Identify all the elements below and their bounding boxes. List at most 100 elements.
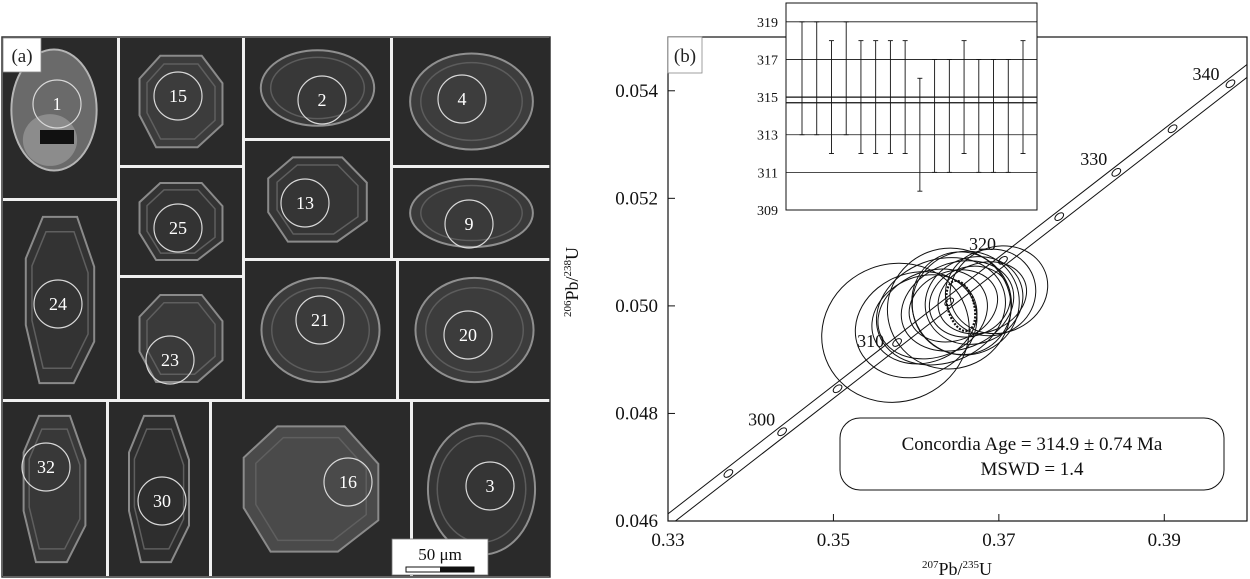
concordia-age-label-300: 300: [748, 410, 775, 430]
concordia-age-marker: [1054, 212, 1065, 222]
concordia-age-marker: [1167, 124, 1178, 134]
cl-image-grain-23: 23: [120, 278, 242, 399]
analysis-spot-circle: [145, 335, 195, 385]
analysis-ellipse: [924, 256, 1024, 345]
y-tick-label: 0.050: [615, 296, 658, 317]
concordia-age-ellipse: [945, 279, 977, 333]
inset-y-tick-label: 309: [757, 204, 778, 219]
concordia-age-marker: [832, 384, 843, 394]
analysis-ellipse: [821, 262, 970, 403]
mswd-text: MSWD = 1.4: [980, 459, 1084, 480]
concordia-age-text: Concordia Age = 314.9 ± 0.74 Ma: [902, 434, 1163, 455]
inset-frame: [785, 2, 1038, 211]
grain-number-label: 13: [296, 193, 314, 213]
analysis-ellipse: [949, 245, 1049, 335]
analysis-spot-circle: [153, 71, 203, 121]
analysis-ellipse: [937, 261, 1028, 335]
cl-image-grain-4: 4: [393, 38, 550, 165]
inset-y-tick-label: 317: [757, 53, 778, 68]
grain-number-label: 32: [37, 457, 55, 477]
analysis-spot-circle: [137, 476, 187, 526]
grain-number-label: 25: [169, 218, 187, 238]
concordia-age-marker: [998, 255, 1008, 265]
analysis-ellipse: [871, 274, 978, 365]
analysis-spot-circle: [297, 75, 347, 125]
cl-image-grain-32: 32: [3, 402, 106, 576]
analysis-ellipse: [875, 257, 1006, 366]
grain-number-label: 30: [153, 491, 171, 511]
inset-y-tick-label: 313: [757, 129, 778, 144]
inset-age-error-bars: 309 311 313 315 317 319: [757, 2, 1038, 219]
cl-image-grain-25: 25: [120, 168, 242, 275]
grain-number-label: 16: [339, 472, 357, 492]
age-annotation-box: [839, 417, 1225, 491]
grain-number-label: 15: [169, 86, 187, 106]
concordia-age-marker: [1111, 168, 1122, 177]
cl-image-grain-21: 21: [245, 261, 396, 399]
grain-number-label: 23: [161, 350, 179, 370]
analysis-ellipse: [908, 269, 999, 343]
panel-b-label: (b): [674, 46, 696, 67]
panel-b-label-box: [667, 36, 703, 74]
y-tick-label: 0.048: [615, 403, 658, 424]
grain-number-label: 3: [486, 476, 495, 496]
analysis-spot-circle: [437, 74, 487, 124]
concordia-age-marker: [723, 469, 734, 478]
cl-image-grain-9: 9: [393, 168, 550, 258]
grain-number-label: 9: [465, 214, 474, 234]
inset-y-tick-label: 315: [757, 91, 778, 106]
concordia-curve-1: [668, 63, 1247, 515]
cl-image-grain-15: 15: [120, 38, 242, 165]
cl-image-grain-16: 16: [212, 402, 410, 576]
cl-image-grain-24: 24: [3, 201, 117, 399]
y-tick-label: 0.052: [615, 188, 658, 209]
cl-image-grain-2: 2: [245, 38, 390, 138]
analysis-spot-circle: [280, 178, 330, 228]
panel-a-label: (a): [11, 46, 32, 67]
concordia-age-label-340: 340: [1192, 64, 1219, 84]
scale-bar-label: 50 μm: [418, 545, 462, 564]
analysis-spot-circle: [32, 79, 82, 129]
y-axis-label: 206Pb/238U: [562, 247, 582, 317]
analysis-spot-circle: [33, 279, 83, 329]
grain-number-label: 2: [318, 90, 327, 110]
analysis-ellipse: [877, 268, 988, 360]
inset-y-tick-label: 319: [757, 16, 778, 31]
concordia-age-label-330: 330: [1080, 149, 1107, 169]
analysis-ellipse: [886, 247, 1012, 370]
x-axis-ticks: 0.33 0.35 0.37 0.39: [651, 514, 1181, 551]
scale-bar-fill: [440, 567, 474, 572]
concordia-age-marker: [777, 427, 788, 437]
grain-number-label: 20: [459, 325, 477, 345]
x-tick-label: 0.37: [982, 530, 1015, 551]
cl-image-grain-20: 20: [399, 261, 550, 399]
analysis-ellipse: [900, 260, 1015, 352]
y-tick-label: 0.046: [615, 511, 658, 532]
concordia-age-label-320: 320: [969, 234, 996, 254]
grain-number-label: 1: [53, 94, 62, 114]
analysis-ellipse: [928, 265, 1011, 338]
x-tick-label: 0.33: [651, 530, 684, 551]
analysis-spot-circle: [21, 442, 71, 492]
analysis-spot-circle: [465, 461, 515, 511]
x-tick-label: 0.39: [1148, 530, 1181, 551]
panel-a-label-box: [2, 37, 42, 73]
analysis-spot-circle: [153, 203, 203, 253]
x-axis-label: 207Pb/235U: [922, 559, 992, 579]
cl-image-grain-30: 30: [109, 402, 209, 576]
y-axis-ticks: 0.046 0.048 0.050 0.052 0.054: [615, 81, 675, 532]
concordia-curve-2: [674, 76, 1247, 521]
analysis-spot-circle: [444, 199, 494, 249]
analysis-spot-circle: [323, 457, 373, 507]
analysis-spot-circle: [443, 310, 493, 360]
concordia-age-marker: [1225, 79, 1236, 89]
grain-number-label: 4: [458, 89, 467, 109]
grain-number-label: 21: [311, 310, 329, 330]
y-tick-label: 0.054: [615, 81, 658, 102]
analysis-spot-circle: [295, 295, 345, 345]
grain-number-label: 24: [49, 294, 67, 314]
